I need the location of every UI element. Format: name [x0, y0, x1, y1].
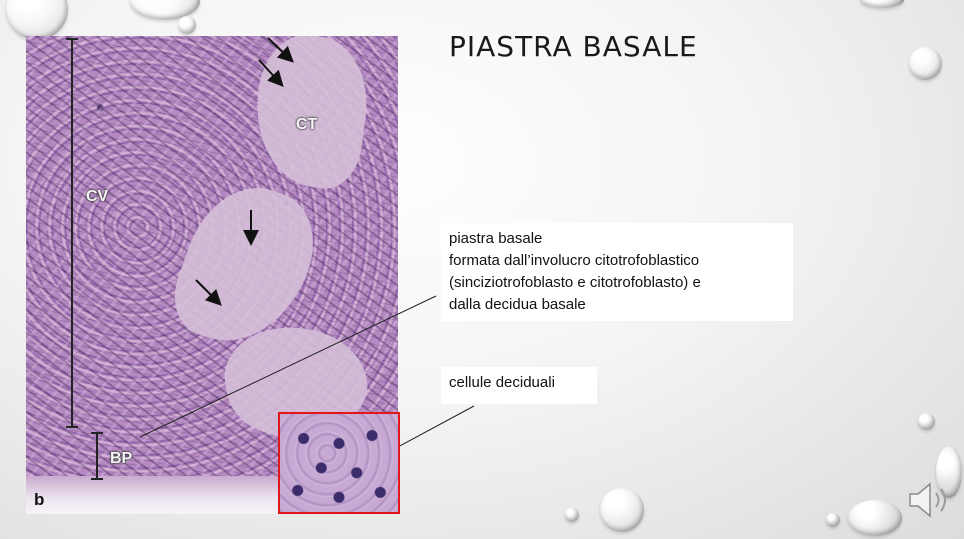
panel-letter: b [34, 490, 45, 509]
bubble-decoration [565, 508, 579, 522]
callout-basal-plate: piastra basale formata dall’involucro ci… [441, 223, 793, 321]
callout-line: cellule deciduali [449, 374, 555, 391]
cv-bracket-cap-bottom [66, 426, 78, 428]
label-ct: CT [296, 116, 318, 133]
bp-bracket [96, 432, 98, 480]
label-bp: BP [110, 450, 133, 467]
bubble-decoration [936, 446, 962, 498]
bubble-decoration [909, 47, 942, 80]
bubble-decoration [918, 413, 935, 430]
callout-line: piastra basale [449, 230, 543, 247]
bubble-decoration [178, 16, 196, 34]
cv-bracket-cap-top [66, 38, 78, 40]
bp-bracket-cap-bottom [91, 478, 103, 480]
speaker-icon[interactable] [906, 480, 956, 520]
bubble-decoration [848, 500, 902, 536]
callout-decidual-cells: cellule deciduali [441, 367, 597, 404]
callout-line: (sinciziotrofoblasto e citotrofoblasto) … [449, 274, 701, 291]
bubble-decoration [860, 0, 904, 8]
bubble-decoration [130, 0, 200, 20]
callout-line: dalla decidua basale [449, 296, 586, 313]
bubble-decoration [6, 0, 68, 40]
bp-bracket-cap-top [91, 432, 103, 434]
bubble-decoration [600, 488, 644, 532]
slide-title: PIASTRA BASALE [449, 30, 698, 63]
label-cv: CV [86, 188, 109, 205]
bubble-decoration [826, 513, 840, 527]
callout-line: formata dall’involucro citotrofoblastico [449, 252, 700, 269]
cv-bracket [71, 38, 73, 428]
decidual-cells-inset [278, 412, 400, 514]
